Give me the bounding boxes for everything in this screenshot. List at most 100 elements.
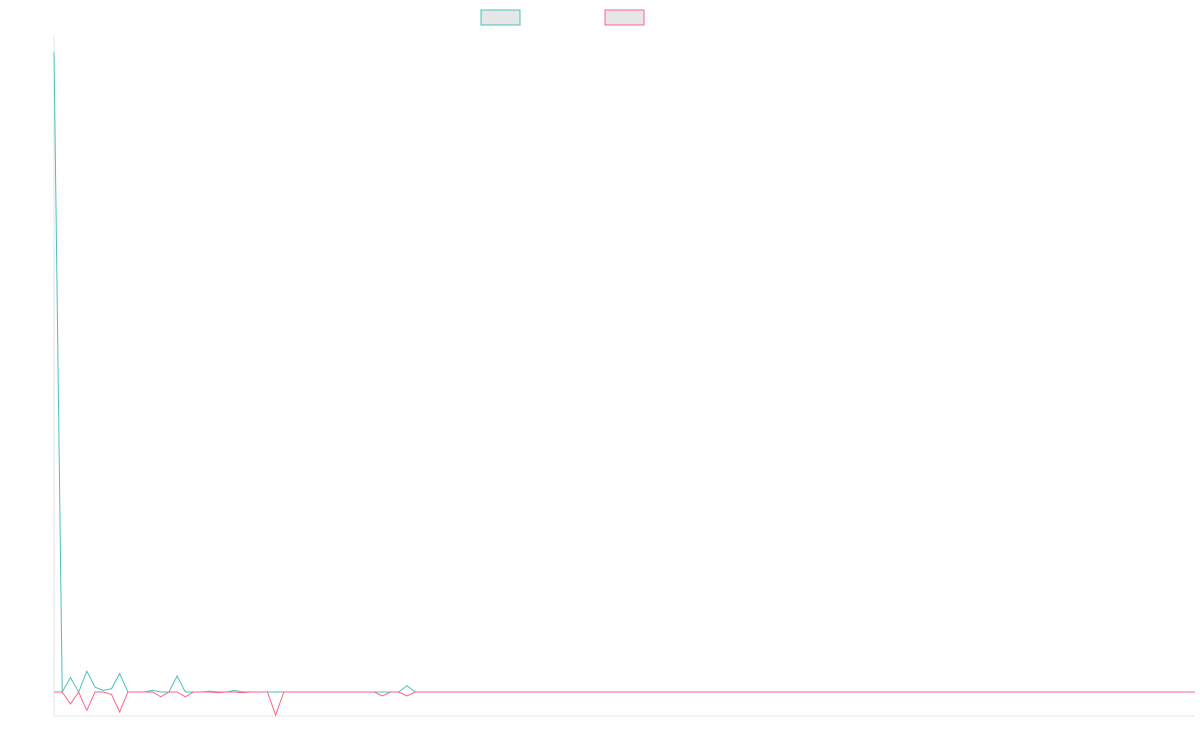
data-point[interactable] bbox=[1195, 692, 1196, 693]
data-point[interactable] bbox=[636, 692, 637, 693]
data-point[interactable] bbox=[800, 692, 801, 693]
data-point[interactable] bbox=[497, 692, 498, 693]
data-point[interactable] bbox=[1022, 692, 1023, 693]
data-point[interactable] bbox=[448, 692, 449, 693]
data-point[interactable] bbox=[842, 692, 843, 693]
data-point[interactable] bbox=[825, 692, 826, 693]
data-point[interactable] bbox=[152, 692, 153, 693]
data-point[interactable] bbox=[406, 685, 407, 686]
data-point[interactable] bbox=[989, 692, 990, 693]
data-point[interactable] bbox=[480, 692, 481, 693]
data-point[interactable] bbox=[136, 692, 137, 693]
data-point[interactable] bbox=[226, 692, 227, 693]
data-point[interactable] bbox=[784, 692, 785, 693]
data-point[interactable] bbox=[62, 692, 63, 693]
data-point[interactable] bbox=[86, 671, 87, 672]
data-point[interactable] bbox=[653, 692, 654, 693]
data-point[interactable] bbox=[242, 692, 243, 693]
data-point[interactable] bbox=[1186, 692, 1187, 693]
data-point[interactable] bbox=[275, 715, 276, 716]
data-point[interactable] bbox=[234, 692, 235, 693]
data-point[interactable] bbox=[1055, 692, 1056, 693]
data-point[interactable] bbox=[866, 692, 867, 693]
data-point[interactable] bbox=[948, 692, 949, 693]
data-point[interactable] bbox=[956, 692, 957, 693]
data-point[interactable] bbox=[415, 692, 416, 693]
data-point[interactable] bbox=[579, 692, 580, 693]
data-point[interactable] bbox=[283, 692, 284, 693]
data-point[interactable] bbox=[300, 692, 301, 693]
data-point[interactable] bbox=[735, 692, 736, 693]
data-point[interactable] bbox=[127, 692, 128, 693]
data-point[interactable] bbox=[505, 692, 506, 693]
data-point[interactable] bbox=[374, 692, 375, 693]
data-point[interactable] bbox=[341, 692, 342, 693]
data-point[interactable] bbox=[768, 692, 769, 693]
data-point[interactable] bbox=[456, 692, 457, 693]
data-point[interactable] bbox=[234, 690, 235, 691]
data-point[interactable] bbox=[809, 692, 810, 693]
data-point[interactable] bbox=[119, 673, 120, 674]
data-point[interactable] bbox=[571, 692, 572, 693]
data-point[interactable] bbox=[907, 692, 908, 693]
data-point[interactable] bbox=[54, 52, 55, 53]
data-point[interactable] bbox=[324, 692, 325, 693]
data-point[interactable] bbox=[932, 692, 933, 693]
data-point[interactable] bbox=[218, 692, 219, 693]
data-point[interactable] bbox=[95, 687, 96, 688]
data-point[interactable] bbox=[54, 692, 55, 693]
data-point[interactable] bbox=[915, 692, 916, 693]
data-point[interactable] bbox=[702, 692, 703, 693]
data-point[interactable] bbox=[1178, 692, 1179, 693]
data-point[interactable] bbox=[365, 692, 366, 693]
data-point[interactable] bbox=[464, 692, 465, 693]
data-point[interactable] bbox=[1104, 692, 1105, 693]
data-point[interactable] bbox=[185, 696, 186, 697]
data-point[interactable] bbox=[858, 692, 859, 693]
data-point[interactable] bbox=[251, 692, 252, 693]
data-point[interactable] bbox=[316, 692, 317, 693]
data-point[interactable] bbox=[669, 692, 670, 693]
data-point[interactable] bbox=[1162, 692, 1163, 693]
data-point[interactable] bbox=[177, 692, 178, 693]
data-point[interactable] bbox=[899, 692, 900, 693]
data-point[interactable] bbox=[1112, 692, 1113, 693]
data-point[interactable] bbox=[152, 690, 153, 691]
data-point[interactable] bbox=[177, 676, 178, 677]
data-point[interactable] bbox=[382, 696, 383, 697]
data-point[interactable] bbox=[1121, 692, 1122, 693]
data-point[interactable] bbox=[521, 692, 522, 693]
data-point[interactable] bbox=[70, 704, 71, 705]
data-point[interactable] bbox=[308, 692, 309, 693]
data-point[interactable] bbox=[612, 692, 613, 693]
data-point[interactable] bbox=[267, 692, 268, 693]
data-point[interactable] bbox=[883, 692, 884, 693]
data-point[interactable] bbox=[489, 692, 490, 693]
data-point[interactable] bbox=[185, 692, 186, 693]
data-point[interactable] bbox=[1145, 692, 1146, 693]
data-point[interactable] bbox=[628, 692, 629, 693]
data-point[interactable] bbox=[530, 692, 531, 693]
data-point[interactable] bbox=[423, 692, 424, 693]
data-point[interactable] bbox=[333, 692, 334, 693]
data-point[interactable] bbox=[209, 692, 210, 693]
data-point[interactable] bbox=[103, 690, 104, 691]
data-point[interactable] bbox=[1088, 692, 1089, 693]
data-point[interactable] bbox=[95, 692, 96, 693]
data-point[interactable] bbox=[718, 692, 719, 693]
data-point[interactable] bbox=[677, 692, 678, 693]
data-point[interactable] bbox=[850, 692, 851, 693]
data-point[interactable] bbox=[398, 692, 399, 693]
data-point[interactable] bbox=[833, 692, 834, 693]
data-point[interactable] bbox=[538, 692, 539, 693]
data-point[interactable] bbox=[981, 692, 982, 693]
data-point[interactable] bbox=[620, 692, 621, 693]
data-point[interactable] bbox=[891, 692, 892, 693]
data-point[interactable] bbox=[973, 692, 974, 693]
data-point[interactable] bbox=[874, 692, 875, 693]
data-point[interactable] bbox=[562, 692, 563, 693]
data-point[interactable] bbox=[406, 696, 407, 697]
data-point[interactable] bbox=[1014, 692, 1015, 693]
data-point[interactable] bbox=[1047, 692, 1048, 693]
data-point[interactable] bbox=[259, 692, 260, 693]
